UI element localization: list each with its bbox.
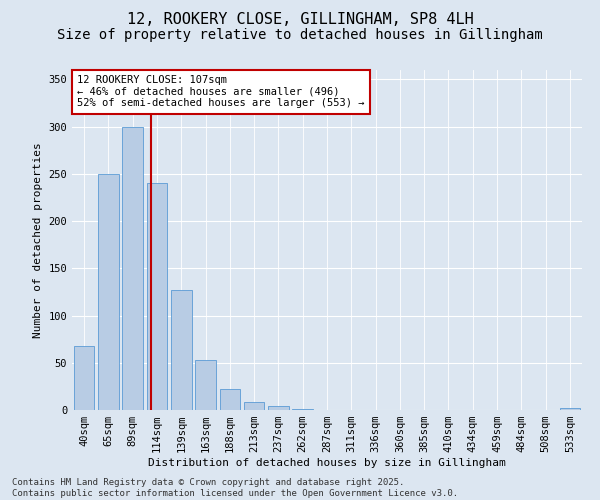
Text: Contains HM Land Registry data © Crown copyright and database right 2025.
Contai: Contains HM Land Registry data © Crown c… xyxy=(12,478,458,498)
Bar xyxy=(171,290,191,410)
Bar xyxy=(195,360,216,410)
Bar xyxy=(292,409,313,410)
Y-axis label: Number of detached properties: Number of detached properties xyxy=(33,142,43,338)
Text: 12, ROOKERY CLOSE, GILLINGHAM, SP8 4LH: 12, ROOKERY CLOSE, GILLINGHAM, SP8 4LH xyxy=(127,12,473,28)
Bar xyxy=(98,174,119,410)
Bar xyxy=(244,402,265,410)
Bar xyxy=(220,389,240,410)
Text: 12 ROOKERY CLOSE: 107sqm
← 46% of detached houses are smaller (496)
52% of semi-: 12 ROOKERY CLOSE: 107sqm ← 46% of detach… xyxy=(77,75,365,108)
Bar xyxy=(268,406,289,410)
Bar xyxy=(560,408,580,410)
X-axis label: Distribution of detached houses by size in Gillingham: Distribution of detached houses by size … xyxy=(148,458,506,468)
Bar xyxy=(122,126,143,410)
Bar xyxy=(146,184,167,410)
Bar xyxy=(74,346,94,410)
Text: Size of property relative to detached houses in Gillingham: Size of property relative to detached ho… xyxy=(57,28,543,42)
